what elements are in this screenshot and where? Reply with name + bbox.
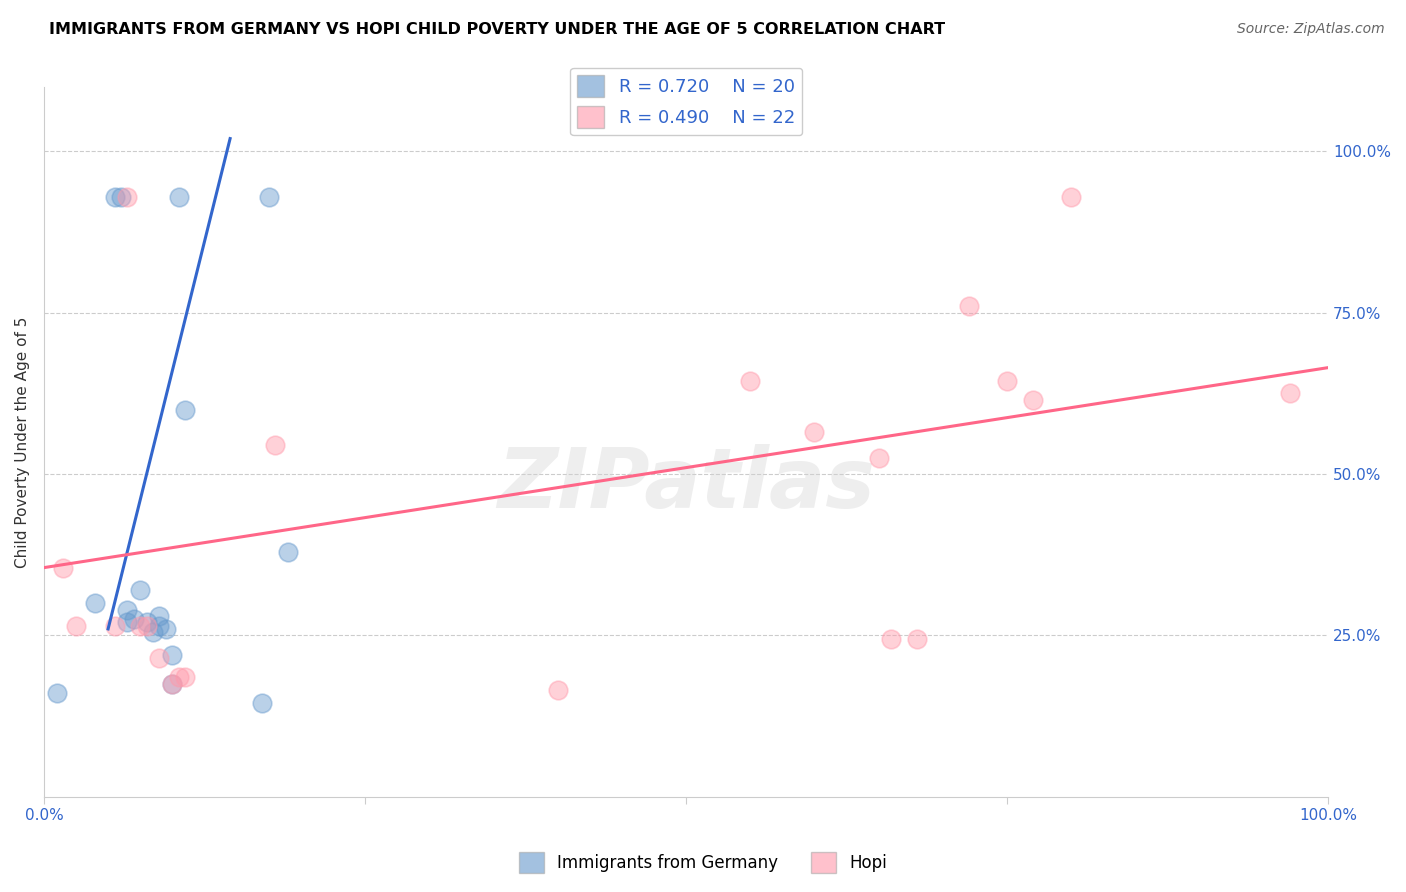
Point bbox=[148, 651, 170, 665]
Point bbox=[122, 612, 145, 626]
Point bbox=[264, 438, 287, 452]
Point bbox=[162, 648, 184, 662]
Point bbox=[135, 618, 157, 632]
Point bbox=[142, 625, 165, 640]
Y-axis label: Child Poverty Under the Age of 5: Child Poverty Under the Age of 5 bbox=[15, 316, 30, 567]
Point bbox=[45, 686, 67, 700]
Point bbox=[129, 618, 152, 632]
Point bbox=[905, 632, 928, 646]
Point bbox=[162, 677, 184, 691]
Legend: R = 0.720    N = 20, R = 0.490    N = 22: R = 0.720 N = 20, R = 0.490 N = 22 bbox=[569, 68, 803, 135]
Point bbox=[52, 560, 75, 574]
Point bbox=[65, 618, 87, 632]
Point bbox=[103, 189, 125, 203]
Point bbox=[135, 615, 157, 630]
Point bbox=[957, 299, 980, 313]
Point bbox=[117, 602, 139, 616]
Point bbox=[1022, 392, 1045, 407]
Point bbox=[257, 189, 280, 203]
Point bbox=[174, 402, 197, 417]
Point bbox=[110, 189, 132, 203]
Point bbox=[880, 632, 903, 646]
Point bbox=[84, 596, 107, 610]
Text: ZIPatlas: ZIPatlas bbox=[498, 444, 875, 524]
Text: Source: ZipAtlas.com: Source: ZipAtlas.com bbox=[1237, 22, 1385, 37]
Point bbox=[803, 425, 825, 439]
Point bbox=[167, 670, 190, 684]
Point bbox=[117, 615, 139, 630]
Point bbox=[740, 374, 762, 388]
Point bbox=[167, 189, 190, 203]
Point bbox=[155, 622, 177, 636]
Point bbox=[174, 670, 197, 684]
Point bbox=[148, 618, 170, 632]
Text: IMMIGRANTS FROM GERMANY VS HOPI CHILD POVERTY UNDER THE AGE OF 5 CORRELATION CHA: IMMIGRANTS FROM GERMANY VS HOPI CHILD PO… bbox=[49, 22, 945, 37]
Point bbox=[162, 677, 184, 691]
Point bbox=[547, 683, 569, 698]
Point bbox=[103, 618, 125, 632]
Point bbox=[277, 544, 299, 558]
Point bbox=[129, 583, 152, 598]
Legend: Immigrants from Germany, Hopi: Immigrants from Germany, Hopi bbox=[512, 846, 894, 880]
Point bbox=[117, 189, 139, 203]
Point bbox=[250, 696, 273, 710]
Point bbox=[995, 374, 1018, 388]
Point bbox=[1060, 189, 1083, 203]
Point bbox=[868, 450, 890, 465]
Point bbox=[148, 609, 170, 624]
Point bbox=[1278, 386, 1301, 401]
